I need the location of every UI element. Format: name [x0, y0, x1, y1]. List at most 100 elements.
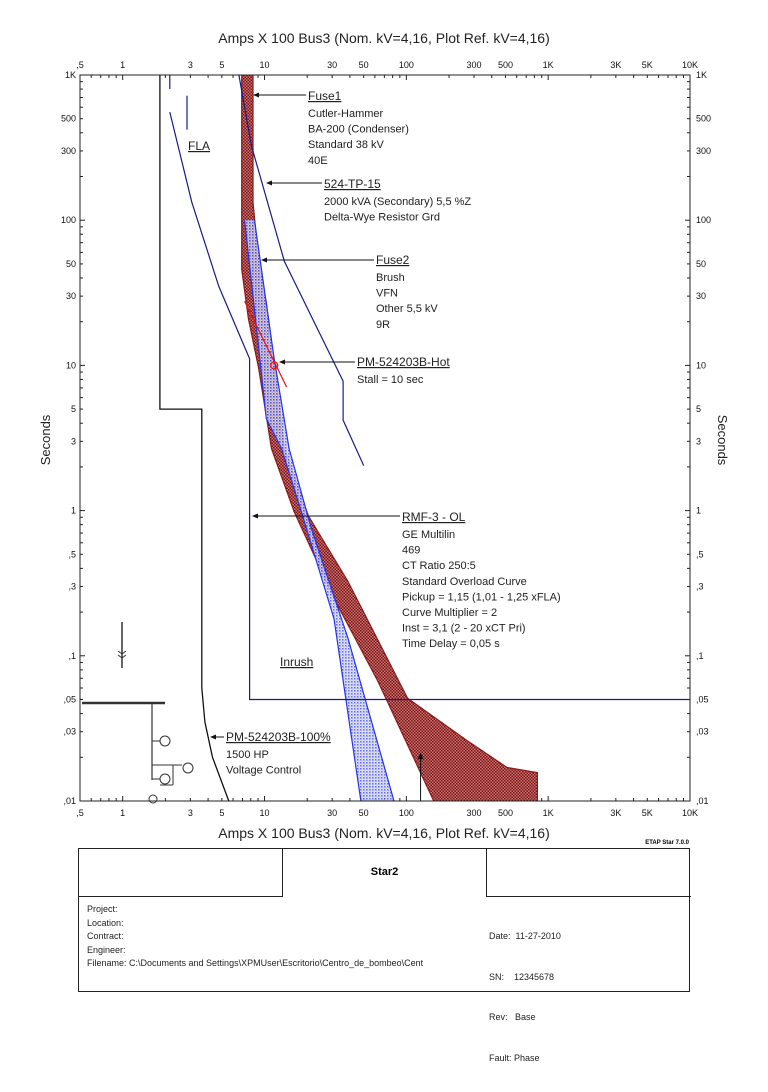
fuse2-detail: Brush	[376, 272, 405, 284]
x-tick-label-bottom: 10	[260, 808, 270, 818]
x-tick-label-top: ,5	[76, 60, 84, 70]
location-field: Location:	[87, 917, 124, 928]
motor-detail: Voltage Control	[226, 765, 301, 777]
x-tick-label-top: 1K	[543, 60, 554, 70]
contract-field: Contract:	[87, 931, 124, 941]
annotation-motor: PM-524203B-100% 1500 HP Voltage Control	[210, 730, 331, 777]
inrush-arrowhead	[417, 752, 424, 760]
fuse2-detail: 9R	[376, 319, 390, 331]
y-tick-label-left: ,01	[63, 796, 76, 806]
y-tick-label-right: 1K	[696, 70, 707, 80]
rmf-detail: Standard Overload Curve	[402, 576, 527, 588]
fuse1-detail: Standard 38 kV	[308, 139, 384, 151]
fuse1-label: Fuse1	[308, 89, 342, 103]
y-tick-label-left: ,3	[68, 582, 76, 592]
fuse1-detail: Cutler-Hammer	[308, 108, 384, 120]
x-tick-label-top: 300	[466, 60, 481, 70]
y-tick-label-right: 5	[696, 404, 701, 414]
x-tick-label-bottom: 300	[466, 808, 481, 818]
y-tick-label-left: 100	[61, 215, 76, 225]
y-tick-label-right: 300	[696, 146, 711, 156]
annotation-fuse1: Fuse1 Cutler-Hammer BA-200 (Condenser) Stan…	[253, 89, 409, 167]
y-axis-label-right: Seconds	[715, 415, 730, 466]
y-tick-label-right: ,3	[696, 582, 704, 592]
pm-524203b-hot-curve	[244, 300, 288, 388]
x-tick-label-top: 5	[219, 60, 224, 70]
stall-point	[270, 361, 279, 370]
hot-label: PM-524203B-Hot	[357, 355, 450, 369]
y-tick-label-right: 100	[696, 215, 711, 225]
524-tp-15-curve	[238, 74, 365, 466]
fuse2-arrowhead	[261, 257, 267, 263]
tp15-detail: 2000 kVA (Secondary) 5,5 %Z	[324, 196, 471, 208]
x-tick-label-bottom: 5	[219, 808, 224, 818]
x-tick-label-bottom: 3	[188, 808, 193, 818]
y-tick-label-left: 5	[71, 404, 76, 414]
x-tick-label-top: 30	[327, 60, 337, 70]
y-tick-label-right: 500	[696, 114, 711, 124]
y-tick-label-right: 50	[696, 259, 706, 269]
x-tick-label-bottom: 1	[120, 808, 125, 818]
y-axis-label-left: Seconds	[38, 414, 53, 465]
y-tick-label-left: 500	[61, 114, 76, 124]
fault-field: Fault: Phase	[489, 1052, 540, 1063]
x-tick-label-top: 500	[498, 60, 513, 70]
rmf-detail: Inst = 3,1 (2 - 20 xCT Pri)	[402, 623, 526, 635]
chart-title-top: Amps X 100 Bus3 (Nom. kV=4,16, Plot Ref.…	[218, 30, 550, 46]
y-tick-label-left: 1	[71, 506, 76, 516]
rmf-detail: Pickup = 1,15 (1,01 - 1,25 xFLA)	[402, 591, 561, 603]
title-cell-center: Star2	[370, 866, 399, 878]
x-tick-label-top: 3K	[610, 60, 621, 70]
x-tick-label-bottom: 500	[498, 808, 513, 818]
motor-label: PM-524203B-100%	[226, 730, 331, 744]
fuse2-band	[244, 220, 394, 801]
footer: ETAP Star 7.0.0 Star2 Project: Location:…	[78, 840, 691, 1063]
tp15-arrowhead	[266, 180, 272, 186]
etap-version: ETAP Star 7.0.0	[645, 840, 689, 846]
x-tick-label-bottom: 1K	[543, 808, 554, 818]
x-tick-label-bottom: 10K	[682, 808, 698, 818]
fuse1-detail: BA-200 (Condenser)	[308, 124, 409, 136]
hot-detail: Stall = 10 sec	[357, 374, 424, 386]
y-tick-label-left: ,1	[68, 651, 76, 661]
rmf-detail: CT Ratio 250:5	[402, 560, 476, 572]
rmf-3-ol-curve	[169, 111, 690, 701]
x-tick-label-bottom: 3K	[610, 808, 621, 818]
y-tick-label-right: ,05	[696, 695, 709, 705]
x-tick-label-top: 5K	[642, 60, 653, 70]
fuse2-max-curve	[253, 220, 395, 802]
x-tick-label-top: 3	[188, 60, 193, 70]
x-tick-label-top: 10	[260, 60, 270, 70]
project-field: Project:	[87, 904, 118, 914]
one-line-diagram	[82, 622, 194, 804]
filename-field: Filename: C:\Documents and Settings\XPMU…	[87, 958, 424, 968]
rev-field: Rev: Base	[489, 1012, 536, 1022]
rmf-label: RMF-3 - OL	[402, 510, 466, 524]
motor-arrowhead	[210, 734, 216, 740]
pm-524203b-100--curve	[159, 75, 230, 802]
fuse1-detail: 40E	[308, 155, 328, 167]
y-tick-label-right: ,01	[696, 796, 709, 806]
fuse1-min-curve	[241, 75, 435, 802]
fuse2-min-curve	[244, 220, 362, 802]
rmf-detail: Curve Multiplier = 2	[402, 607, 497, 619]
y-tick-label-right: ,03	[696, 727, 709, 737]
x-tick-label-top: 1	[120, 60, 125, 70]
tp15-label: 524-TP-15	[324, 177, 381, 191]
annotations: Fuse1 Cutler-Hammer BA-200 (Condenser) Stan…	[188, 89, 561, 777]
sn-field: SN: 12345678	[489, 971, 555, 982]
x-tick-label-bottom: ,5	[76, 808, 84, 818]
study-info: Date: 11-27-2010 SN: 12345678 Rev: Base …	[489, 903, 561, 1092]
x-tick-label-bottom: 30	[327, 808, 337, 818]
y-tick-label-left: 30	[66, 291, 76, 301]
x-tick-label-bottom: 100	[399, 808, 414, 818]
y-tick-label-left: ,05	[63, 695, 76, 705]
plot-frame	[79, 74, 691, 802]
curves	[159, 74, 690, 802]
fuse1-arrowhead	[253, 92, 259, 98]
rmf-detail: GE Multilin	[402, 529, 455, 541]
motor-detail: 1500 HP	[226, 749, 269, 761]
annotation-hot: PM-524203B-Hot Stall = 10 sec	[279, 355, 450, 386]
y-tick-label-right: 1	[696, 506, 701, 516]
project-info: Project: Location: Contract: Engineer: F…	[87, 903, 423, 971]
